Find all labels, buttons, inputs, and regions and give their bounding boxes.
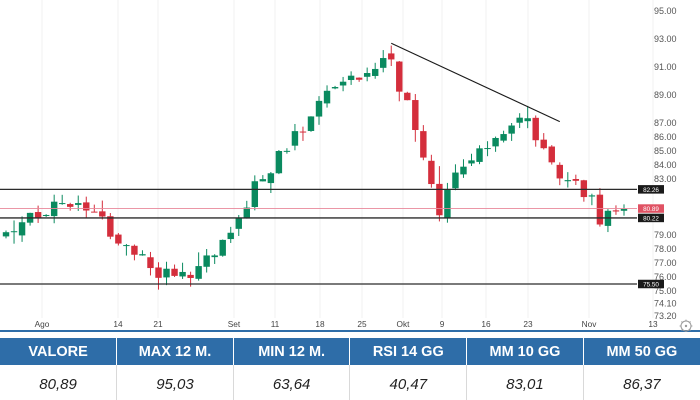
svg-text:23: 23 xyxy=(523,319,533,329)
svg-text:18: 18 xyxy=(315,319,325,329)
svg-text:9: 9 xyxy=(440,319,445,329)
svg-text:91.00: 91.00 xyxy=(654,62,677,72)
svg-text:85.00: 85.00 xyxy=(654,146,677,156)
svg-text:16: 16 xyxy=(481,319,491,329)
svg-text:84.00: 84.00 xyxy=(654,160,677,170)
svg-text:Okt: Okt xyxy=(397,319,411,329)
svg-text:89.00: 89.00 xyxy=(654,90,677,100)
svg-text:25: 25 xyxy=(357,319,367,329)
svg-text:79.00: 79.00 xyxy=(654,230,677,240)
svg-text:95.00: 95.00 xyxy=(654,6,677,16)
svg-text:74.10: 74.10 xyxy=(654,299,677,309)
svg-text:Ago: Ago xyxy=(35,319,50,329)
svg-text:14: 14 xyxy=(113,319,123,329)
svg-text:21: 21 xyxy=(153,319,163,329)
svg-text:87.00: 87.00 xyxy=(654,118,677,128)
svg-text:77.00: 77.00 xyxy=(654,258,677,268)
svg-text:Set: Set xyxy=(228,319,241,329)
svg-text:93.00: 93.00 xyxy=(654,34,677,44)
svg-text:75.50: 75.50 xyxy=(643,282,659,289)
svg-text:78.00: 78.00 xyxy=(654,244,677,254)
svg-text:11: 11 xyxy=(271,319,280,329)
svg-text:83.00: 83.00 xyxy=(654,174,677,184)
svg-text:82.26: 82.26 xyxy=(643,187,659,194)
svg-text:86.00: 86.00 xyxy=(654,132,677,142)
svg-text:Nov: Nov xyxy=(582,319,598,329)
svg-text:80.89: 80.89 xyxy=(643,206,659,213)
svg-text:13: 13 xyxy=(648,319,658,329)
svg-text:80.22: 80.22 xyxy=(643,216,659,223)
